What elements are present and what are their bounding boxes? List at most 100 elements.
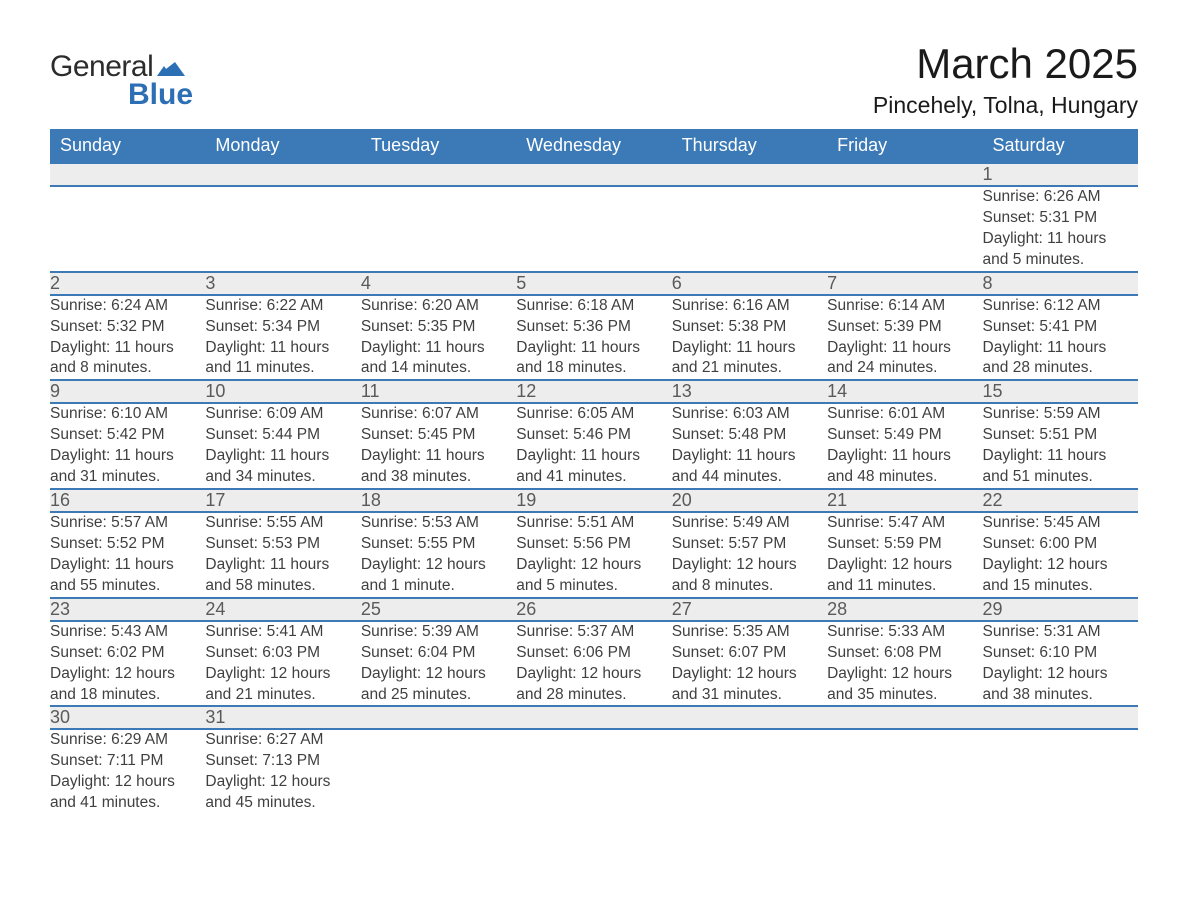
- sunrise: Sunrise: 6:12 AM: [983, 296, 1138, 317]
- day-number-cell: [361, 706, 516, 729]
- daylight-1: Daylight: 12 hours: [50, 664, 205, 685]
- daylight-2: and 28 minutes.: [983, 358, 1138, 379]
- daylight-2: and 48 minutes.: [827, 467, 982, 488]
- daylight-1: Daylight: 12 hours: [361, 555, 516, 576]
- weekday-col: Sunday: [50, 129, 205, 163]
- sunrise: Sunrise: 5:59 AM: [983, 404, 1138, 425]
- daylight-2: and 11 minutes.: [205, 358, 360, 379]
- day-data-cell: [361, 729, 516, 814]
- sunset: Sunset: 5:59 PM: [827, 534, 982, 555]
- daylight-1: Daylight: 12 hours: [205, 664, 360, 685]
- weekday-col: Friday: [827, 129, 982, 163]
- weekday-col: Tuesday: [361, 129, 516, 163]
- sunset: Sunset: 5:46 PM: [516, 425, 671, 446]
- weekday-col: Saturday: [983, 129, 1138, 163]
- daylight-1: Daylight: 11 hours: [827, 446, 982, 467]
- daylight-2: and 25 minutes.: [361, 685, 516, 706]
- day-number-cell: [516, 706, 671, 729]
- sunset: Sunset: 5:53 PM: [205, 534, 360, 555]
- data-row: Sunrise: 6:24 AMSunset: 5:32 PMDaylight:…: [50, 295, 1138, 381]
- day-number-cell: [672, 163, 827, 186]
- sunrise: Sunrise: 5:39 AM: [361, 622, 516, 643]
- daylight-1: Daylight: 11 hours: [672, 446, 827, 467]
- sunset: Sunset: 6:06 PM: [516, 643, 671, 664]
- sunrise: Sunrise: 6:14 AM: [827, 296, 982, 317]
- day-data-cell: Sunrise: 6:18 AMSunset: 5:36 PMDaylight:…: [516, 295, 671, 381]
- sunrise: Sunrise: 6:22 AM: [205, 296, 360, 317]
- sunrise: Sunrise: 6:07 AM: [361, 404, 516, 425]
- daylight-2: and 58 minutes.: [205, 576, 360, 597]
- sunrise: Sunrise: 5:45 AM: [983, 513, 1138, 534]
- day-data-cell: Sunrise: 6:07 AMSunset: 5:45 PMDaylight:…: [361, 403, 516, 489]
- day-number-cell: [361, 163, 516, 186]
- day-data-cell: Sunrise: 6:16 AMSunset: 5:38 PMDaylight:…: [672, 295, 827, 381]
- day-number-cell: 5: [516, 272, 671, 295]
- day-number-cell: 17: [205, 489, 360, 512]
- day-data-cell: Sunrise: 6:29 AMSunset: 7:11 PMDaylight:…: [50, 729, 205, 814]
- daylight-2: and 8 minutes.: [672, 576, 827, 597]
- day-data-cell: [672, 186, 827, 272]
- day-data-cell: [516, 186, 671, 272]
- daylight-2: and 11 minutes.: [827, 576, 982, 597]
- daylight-1: Daylight: 12 hours: [516, 555, 671, 576]
- sunset: Sunset: 5:39 PM: [827, 317, 982, 338]
- day-number-cell: 9: [50, 380, 205, 403]
- daynum-row: 2345678: [50, 272, 1138, 295]
- sunset: Sunset: 5:42 PM: [50, 425, 205, 446]
- daylight-2: and 24 minutes.: [827, 358, 982, 379]
- daylight-2: and 8 minutes.: [50, 358, 205, 379]
- daylight-1: Daylight: 11 hours: [983, 338, 1138, 359]
- daylight-1: Daylight: 11 hours: [50, 555, 205, 576]
- daylight-1: Daylight: 12 hours: [983, 555, 1138, 576]
- data-row: Sunrise: 5:43 AMSunset: 6:02 PMDaylight:…: [50, 621, 1138, 707]
- data-row: Sunrise: 6:29 AMSunset: 7:11 PMDaylight:…: [50, 729, 1138, 814]
- day-data-cell: Sunrise: 6:05 AMSunset: 5:46 PMDaylight:…: [516, 403, 671, 489]
- daylight-1: Daylight: 12 hours: [827, 555, 982, 576]
- daylight-2: and 31 minutes.: [50, 467, 205, 488]
- data-row: Sunrise: 6:10 AMSunset: 5:42 PMDaylight:…: [50, 403, 1138, 489]
- sunrise: Sunrise: 5:33 AM: [827, 622, 982, 643]
- day-data-cell: Sunrise: 5:45 AMSunset: 6:00 PMDaylight:…: [983, 512, 1138, 598]
- sunset: Sunset: 5:35 PM: [361, 317, 516, 338]
- day-data-cell: Sunrise: 6:22 AMSunset: 5:34 PMDaylight:…: [205, 295, 360, 381]
- sunrise: Sunrise: 6:16 AM: [672, 296, 827, 317]
- sunset: Sunset: 5:38 PM: [672, 317, 827, 338]
- daylight-2: and 21 minutes.: [205, 685, 360, 706]
- daylight-1: Daylight: 11 hours: [50, 446, 205, 467]
- sunrise: Sunrise: 6:26 AM: [983, 187, 1138, 208]
- month-title: March 2025: [873, 40, 1138, 88]
- day-data-cell: [361, 186, 516, 272]
- day-data-cell: [672, 729, 827, 814]
- sunset: Sunset: 5:56 PM: [516, 534, 671, 555]
- day-data-cell: Sunrise: 5:57 AMSunset: 5:52 PMDaylight:…: [50, 512, 205, 598]
- calendar-table: Sunday Monday Tuesday Wednesday Thursday…: [50, 129, 1138, 814]
- daylight-2: and 5 minutes.: [983, 250, 1138, 271]
- day-number-cell: 24: [205, 598, 360, 621]
- daylight-2: and 15 minutes.: [983, 576, 1138, 597]
- day-number-cell: [516, 163, 671, 186]
- day-number-cell: 16: [50, 489, 205, 512]
- sunrise: Sunrise: 5:51 AM: [516, 513, 671, 534]
- day-number-cell: 21: [827, 489, 982, 512]
- sunrise: Sunrise: 6:27 AM: [205, 730, 360, 751]
- daylight-2: and 38 minutes.: [361, 467, 516, 488]
- daylight-1: Daylight: 11 hours: [361, 338, 516, 359]
- flag-icon: [157, 58, 185, 76]
- day-number-cell: 3: [205, 272, 360, 295]
- daylight-1: Daylight: 11 hours: [361, 446, 516, 467]
- sunset: Sunset: 6:10 PM: [983, 643, 1138, 664]
- sunset: Sunset: 6:07 PM: [672, 643, 827, 664]
- day-number-cell: [827, 706, 982, 729]
- sunset: Sunset: 6:03 PM: [205, 643, 360, 664]
- day-number-cell: [827, 163, 982, 186]
- sunset: Sunset: 5:32 PM: [50, 317, 205, 338]
- daylight-2: and 34 minutes.: [205, 467, 360, 488]
- sunrise: Sunrise: 5:37 AM: [516, 622, 671, 643]
- sunset: Sunset: 5:44 PM: [205, 425, 360, 446]
- day-number-cell: 4: [361, 272, 516, 295]
- sunrise: Sunrise: 6:24 AM: [50, 296, 205, 317]
- sunset: Sunset: 5:51 PM: [983, 425, 1138, 446]
- daylight-1: Daylight: 11 hours: [205, 338, 360, 359]
- daylight-1: Daylight: 11 hours: [827, 338, 982, 359]
- daylight-1: Daylight: 12 hours: [672, 664, 827, 685]
